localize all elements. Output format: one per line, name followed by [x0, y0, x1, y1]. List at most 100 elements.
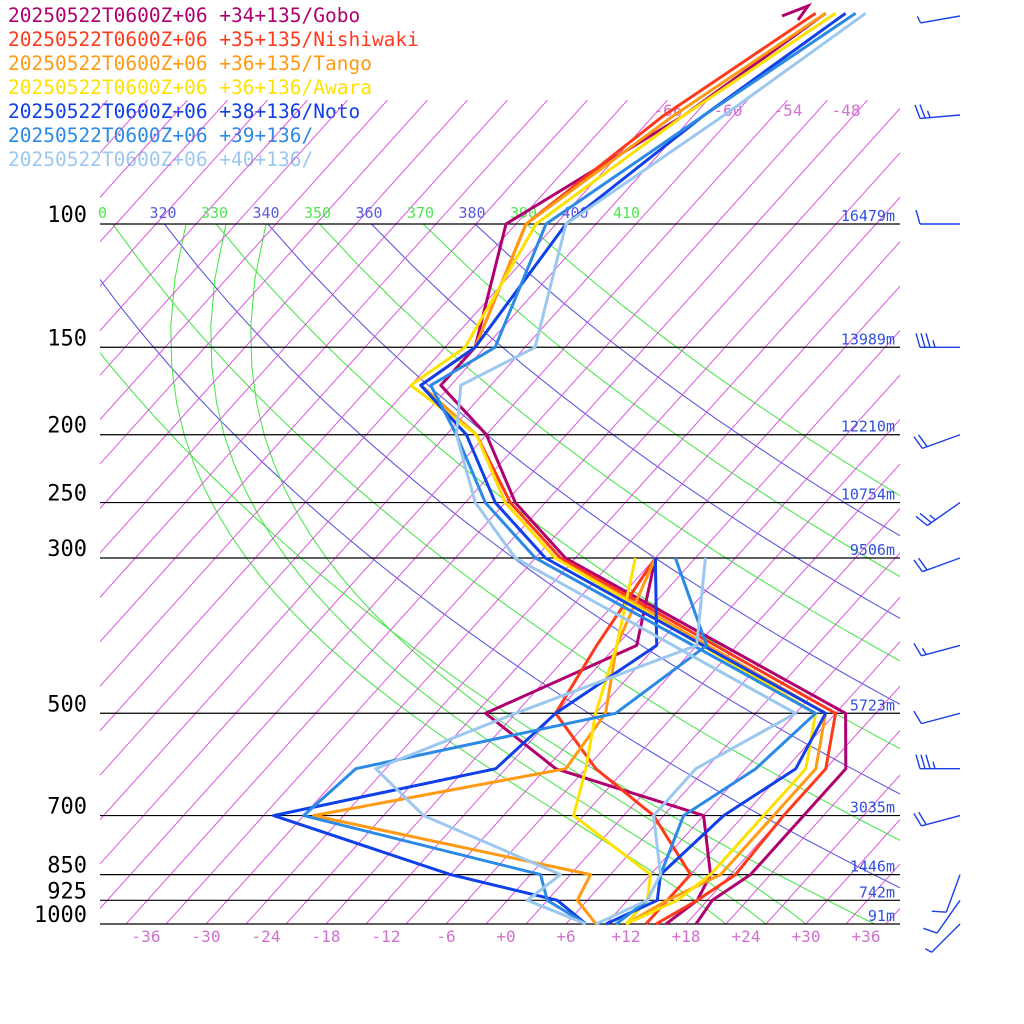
isotherm-line	[205, 152, 900, 924]
isotherm-line	[100, 100, 548, 599]
profiles	[272, 2, 867, 926]
wind-barb-shaft	[926, 501, 961, 527]
wind-barb-flag	[925, 333, 931, 348]
temperature-tick-label: +6	[556, 927, 575, 946]
temperature-profile	[439, 12, 848, 925]
wind-barb-flag	[915, 515, 928, 527]
isotherm-line	[100, 100, 268, 287]
height-label: 16479m	[841, 207, 895, 225]
isotherm-line	[445, 418, 900, 924]
isotherm-line	[100, 100, 748, 821]
wind-barb-flag	[925, 754, 931, 769]
wind-barb-shaft	[921, 644, 961, 657]
wind-barb-flag	[920, 333, 926, 348]
adiabat-line	[100, 278, 900, 889]
isotherm-line	[725, 729, 900, 924]
wind-barb-flag	[919, 104, 926, 119]
wind-barb-flag	[913, 710, 922, 724]
wind-barb-flag	[913, 436, 923, 449]
height-label: 9506m	[850, 541, 895, 559]
height-label: 10754m	[841, 486, 895, 504]
isotherm-line	[100, 100, 788, 865]
adiabat-line	[319, 224, 900, 662]
temperature-tick-label: +24	[732, 927, 761, 946]
temperature-tick-label: -12	[372, 927, 401, 946]
wind-barb-shaft	[922, 434, 961, 450]
isotherm-line	[365, 329, 900, 924]
temperature-tick-label: +18	[672, 927, 701, 946]
dewpoint-profile	[272, 557, 659, 926]
temperature-tick-label: -18	[312, 927, 341, 946]
pressure-label: 100	[47, 203, 87, 228]
pressure-label: 200	[47, 414, 87, 439]
wind-barb-shaft	[920, 15, 961, 24]
pressure-label: 850	[47, 854, 87, 879]
wind-barb-flag	[923, 927, 938, 934]
temperature-profile	[429, 12, 857, 926]
height-label: 13989m	[841, 330, 895, 348]
wind-barb-flag	[921, 647, 927, 655]
temperature-tick-label: -36	[132, 927, 161, 946]
upper-isotherm-label: -48	[832, 101, 861, 120]
pressure-label: 1000	[34, 903, 87, 928]
wind-barb-flag	[918, 811, 927, 825]
isotherm-line	[100, 100, 708, 776]
legend-entry: 20250522T0600Z+06 +40+136/	[8, 148, 314, 171]
moist-adiabat-line	[170, 224, 727, 924]
legend-entry: 20250522T0600Z+06 +34+135/Gobo	[8, 4, 361, 27]
wind-barb-flag	[925, 948, 933, 953]
wind-barb-flag	[929, 514, 936, 521]
legend-entry: 20250522T0600Z+06 +38+136/Noto	[8, 100, 361, 123]
isotherm-line	[0, 100, 28, 924]
pressure-label: 150	[47, 326, 87, 351]
wind-barb-flag	[917, 434, 928, 448]
dewpoint-profile	[554, 557, 692, 926]
legend-entry: 20250522T0600Z+06 +36+136/Awara	[8, 76, 372, 99]
temperature-profile	[454, 12, 867, 926]
wind-barb-flag	[919, 512, 932, 524]
profile-arrow	[781, 2, 813, 21]
upper-isotherm-label: -66	[654, 101, 683, 120]
pressure-label: 500	[47, 692, 87, 717]
adiabat-line	[371, 224, 900, 619]
adiabat-line	[422, 224, 900, 578]
isotherm-line	[165, 107, 900, 924]
pressure-label: 250	[47, 482, 87, 507]
height-label: 1446m	[850, 858, 895, 876]
pressure-label: 300	[47, 537, 87, 562]
legend-entry: 20250522T0600Z+06 +35+135/Nishiwaki	[8, 28, 419, 51]
wind-barb-flag	[913, 559, 923, 573]
temperature-tick-label: -6	[436, 927, 455, 946]
temperature-tick-label: -30	[192, 927, 221, 946]
isotherm-line	[100, 100, 388, 421]
isotherm-line	[100, 100, 668, 732]
temperature-tick-label: +12	[612, 927, 641, 946]
temperature-tick-label: +0	[496, 927, 515, 946]
isotherm-line	[125, 100, 868, 924]
wind-barb-flag	[915, 209, 921, 225]
wind-barb-flag	[931, 910, 947, 913]
pressure-label: 925	[47, 879, 87, 904]
wind-barb-flag	[932, 761, 936, 769]
isotherm-line	[100, 100, 348, 376]
wind-barb-flag	[920, 754, 926, 769]
isotherm-line	[100, 100, 308, 332]
isotherm-line	[100, 100, 228, 243]
temperature-profile	[409, 12, 837, 926]
isotherm-line	[245, 196, 900, 924]
isotherm-line	[100, 100, 468, 510]
upper-isotherm-label: -54	[774, 101, 803, 120]
height-label: 3035m	[850, 799, 895, 817]
legend-entry: 20250522T0600Z+06 +39+136/	[8, 124, 314, 147]
temperature-tick-label: -24	[252, 927, 281, 946]
theta-label: 340	[253, 204, 280, 222]
wind-barb-shaft	[921, 814, 961, 827]
wind-barb-flag	[915, 754, 921, 769]
wind-barb-shaft	[922, 557, 961, 573]
theta-label: 360	[356, 204, 383, 222]
temperature-tick-label: +36	[852, 927, 881, 946]
legend-entry: 20250522T0600Z+06 +36+135/Tango	[8, 52, 372, 75]
height-label: 742m	[859, 883, 895, 901]
wind-barb-flag	[916, 16, 922, 24]
